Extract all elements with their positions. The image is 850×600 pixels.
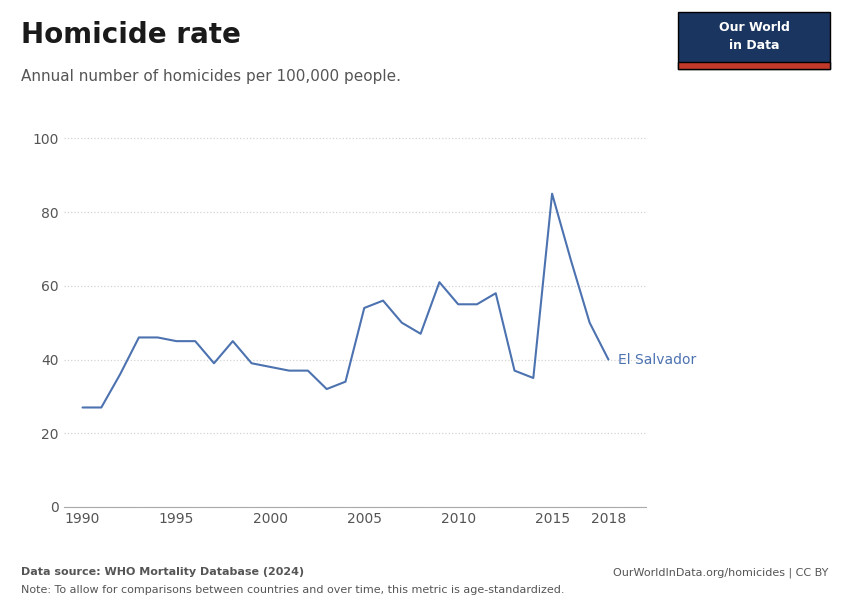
Text: Homicide rate: Homicide rate — [21, 21, 241, 49]
Text: Note: To allow for comparisons between countries and over time, this metric is a: Note: To allow for comparisons between c… — [21, 585, 564, 595]
Text: OurWorldInData.org/homicides | CC BY: OurWorldInData.org/homicides | CC BY — [614, 567, 829, 577]
Text: El Salvador: El Salvador — [618, 353, 696, 367]
Text: Our World
in Data: Our World in Data — [718, 21, 790, 52]
Text: Annual number of homicides per 100,000 people.: Annual number of homicides per 100,000 p… — [21, 69, 401, 84]
Text: Data source: WHO Mortality Database (2024): Data source: WHO Mortality Database (202… — [21, 567, 304, 577]
